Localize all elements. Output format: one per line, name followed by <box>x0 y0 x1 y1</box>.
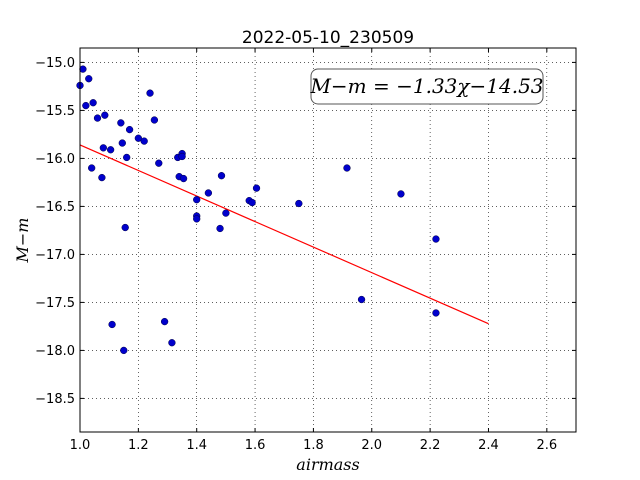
data-point <box>168 339 176 347</box>
chart-title: 2022-05-10_230509 <box>242 28 414 48</box>
data-point <box>82 101 90 110</box>
data-point <box>193 215 201 223</box>
data-point <box>108 320 116 329</box>
fit-equation-frame <box>310 68 544 105</box>
data-point <box>106 146 115 154</box>
plot-area <box>80 48 576 432</box>
data-point <box>178 152 186 161</box>
data-point <box>88 164 96 172</box>
y-tick-label: −17.5 <box>35 296 75 311</box>
data-point <box>98 173 106 182</box>
data-point <box>150 116 159 124</box>
x-tick-label: 2.0 <box>361 438 382 453</box>
x-tick-label: 2.4 <box>478 438 499 453</box>
data-point <box>343 164 351 172</box>
data-point <box>101 111 109 119</box>
data-point <box>89 99 97 107</box>
data-point <box>216 224 224 233</box>
y-tick-label: −15.5 <box>35 104 75 119</box>
data-point <box>217 172 226 180</box>
grid <box>80 48 576 432</box>
data-point <box>117 119 125 127</box>
data-point <box>248 198 256 207</box>
data-point <box>357 295 366 304</box>
fit-equation: M−m = −1.33χ−14.53 <box>309 74 543 98</box>
plot-frame <box>79 47 577 433</box>
data-point <box>118 139 126 147</box>
y-axis-label: M−m <box>13 218 32 264</box>
points-layer <box>76 65 440 355</box>
data-point <box>432 235 440 243</box>
data-point <box>120 346 128 355</box>
data-point <box>79 65 87 73</box>
ticks: 1.0 1.2 1.4 1.6 1.8 2.0 2.2 2.4 2.6 −15.0 −15.5 −16… <box>35 48 576 453</box>
x-tick-label: 2.6 <box>536 438 557 453</box>
data-point <box>432 309 440 317</box>
y-tick-label: −16.5 <box>35 200 75 215</box>
data-point <box>179 174 188 183</box>
fit-layer <box>79 144 489 325</box>
x-tick-label: 1.0 <box>70 438 91 453</box>
x-axis-label: airmass <box>296 455 359 474</box>
data-point <box>155 159 163 167</box>
data-point <box>121 223 129 232</box>
x-tick-label: 1.2 <box>128 438 149 453</box>
data-point <box>134 134 143 142</box>
data-point <box>160 317 169 326</box>
data-point <box>295 199 303 208</box>
y-tick-label: −18.5 <box>35 392 75 407</box>
data-point <box>193 196 201 204</box>
y-tick-label: −16.0 <box>35 152 75 167</box>
x-tick-label: 1.4 <box>186 438 207 453</box>
x-tick-label: 1.8 <box>303 438 324 453</box>
x-tick-label: 1.6 <box>245 438 266 453</box>
data-point <box>252 184 261 192</box>
y-tick-label: −17.0 <box>35 248 75 263</box>
data-point <box>146 89 154 97</box>
fit-line <box>79 144 489 325</box>
data-point <box>140 137 148 145</box>
fit-equation-box: M−m = −1.33χ−14.53 <box>309 68 544 105</box>
data-point <box>204 189 213 197</box>
data-point <box>397 190 405 198</box>
data-point <box>123 153 131 162</box>
data-point <box>85 75 93 83</box>
labels-layer: 2022-05-10_230509 airmass M−m <box>13 28 414 474</box>
data-point <box>99 144 107 152</box>
data-point <box>93 114 102 122</box>
y-tick-label: −15.0 <box>35 56 75 71</box>
data-point <box>125 125 134 134</box>
y-tick-label: −18.0 <box>35 344 75 359</box>
data-point <box>222 209 230 217</box>
x-tick-label: 2.2 <box>420 438 441 453</box>
